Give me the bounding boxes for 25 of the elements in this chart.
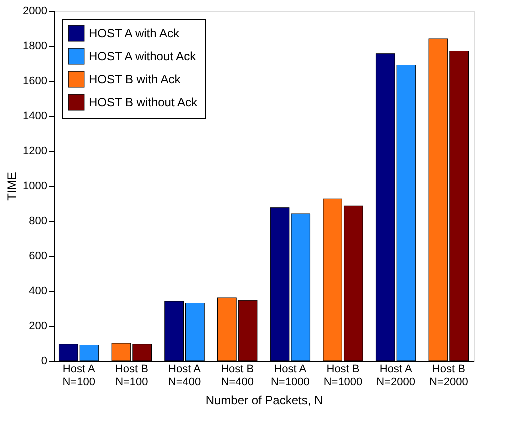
x-tick-label: Host A N=1000 xyxy=(270,364,310,388)
y-tick-label: 1000 xyxy=(23,180,48,192)
x-tick-label: Host B N=100 xyxy=(115,364,148,388)
y-axis-title: TIME xyxy=(5,172,20,201)
y-tick-label: 200 xyxy=(29,320,48,332)
x-tick-label: Host B N=400 xyxy=(221,364,254,388)
x-axis-title: Number of Packets, N xyxy=(206,394,324,408)
legend-label: HOST B with Ack xyxy=(89,72,182,86)
x-tick-label: Host B N=1000 xyxy=(324,364,363,388)
y-tick-label: 0 xyxy=(41,356,48,368)
legend-label: HOST A without Ack xyxy=(89,50,198,64)
y-tick-label: 1600 xyxy=(23,76,48,88)
y-tick-label: 400 xyxy=(29,286,48,298)
y-tick-label: 600 xyxy=(29,250,48,262)
legend-label: HOST B without Ack xyxy=(89,96,198,110)
y-tick-label: 1400 xyxy=(23,110,48,122)
x-tick-label: Host A N=100 xyxy=(62,364,96,388)
x-tick-label: Host A N=400 xyxy=(168,364,202,388)
legend-label: HOST A with Ack xyxy=(89,26,180,40)
x-tick-label: Host B N=2000 xyxy=(429,364,468,388)
y-tick-label: 1200 xyxy=(23,146,48,158)
x-tick-label: Host A N=2000 xyxy=(376,364,416,388)
y-tick-label: 800 xyxy=(29,216,48,228)
y-tick-label: 2000 xyxy=(23,6,48,18)
y-tick-label: 1800 xyxy=(23,40,48,52)
